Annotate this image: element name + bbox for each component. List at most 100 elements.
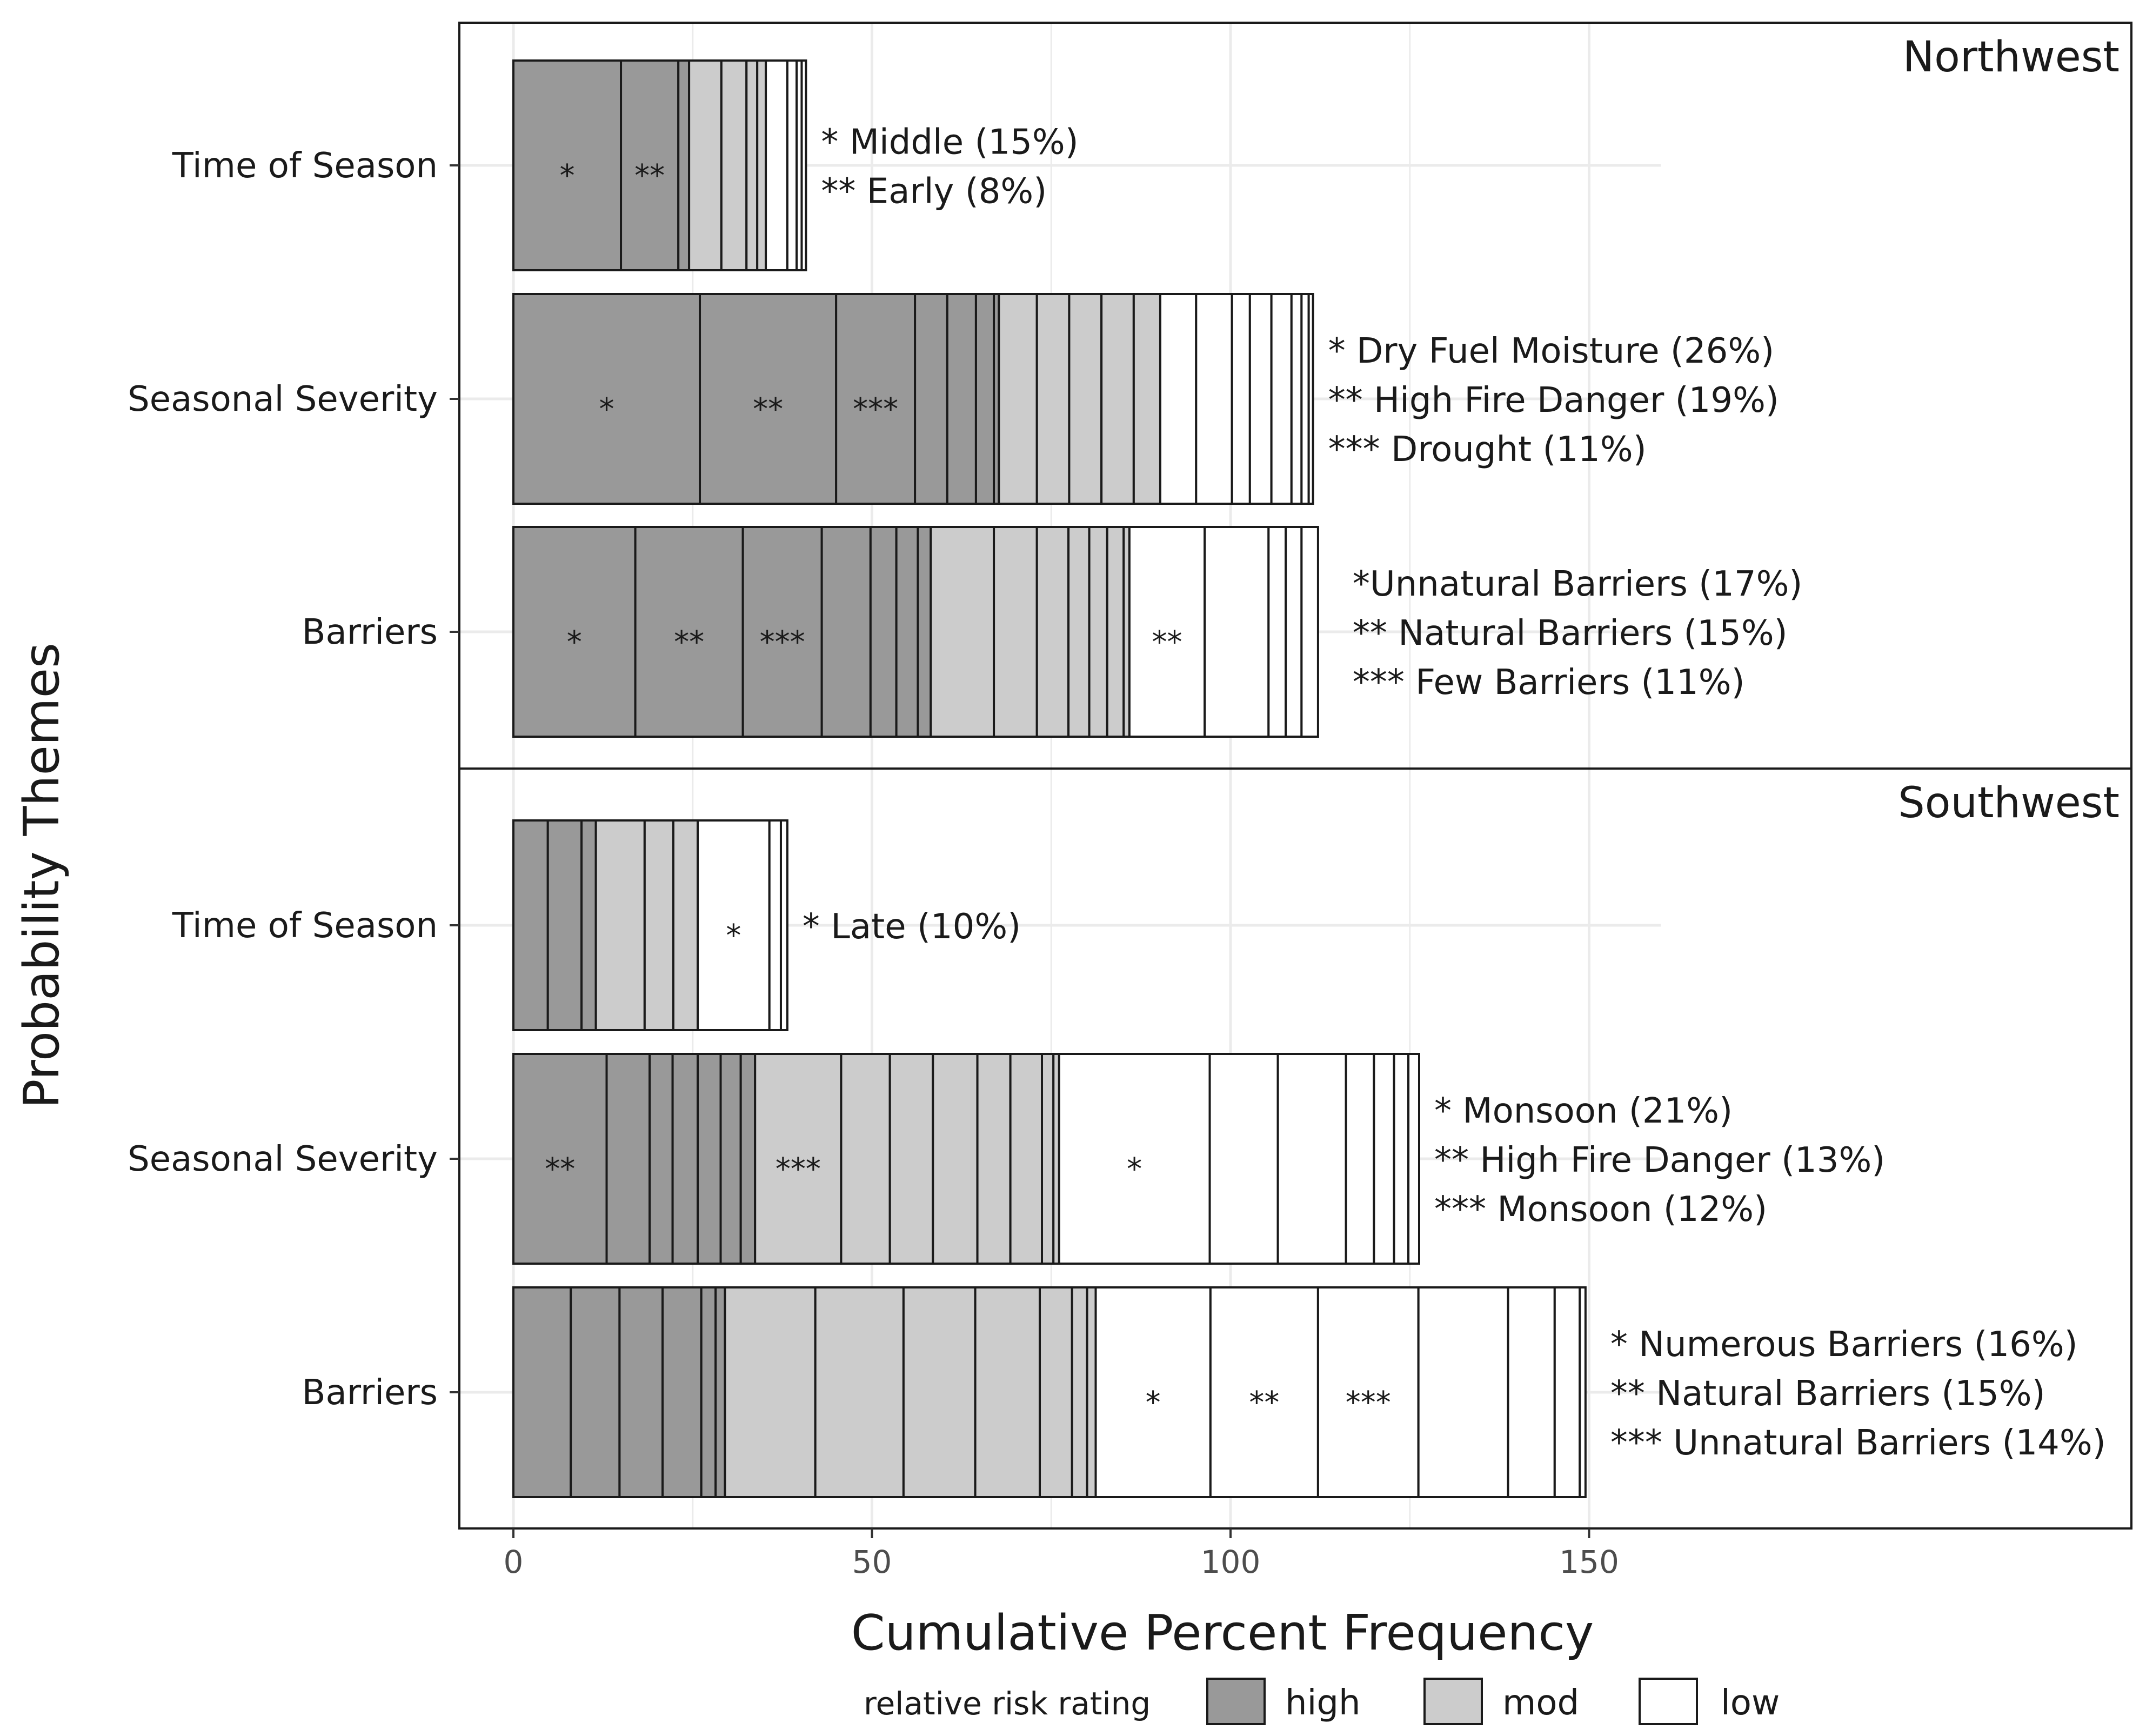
bar-segment-mod bbox=[1009, 1053, 1043, 1265]
bar-segment-low bbox=[1195, 293, 1233, 505]
bar-segment-mod bbox=[840, 1053, 891, 1265]
bar-segment-high bbox=[697, 1053, 722, 1265]
bar-annotation: ** High Fire Danger (19%) bbox=[1328, 380, 1779, 420]
bar-annotation: *Unnatural Barriers (17%) bbox=[1353, 564, 1802, 604]
bar-annotation: ** Early (8%) bbox=[821, 172, 1047, 212]
bar-segment-high bbox=[869, 526, 898, 738]
bar-segment-mod bbox=[1039, 1286, 1073, 1498]
bar-segment-mod bbox=[672, 819, 699, 1031]
legend-swatch-mod bbox=[1423, 1678, 1483, 1725]
bar-segment-mod bbox=[888, 1053, 934, 1265]
bar-segment-mod bbox=[1035, 293, 1071, 505]
bar-segment-mod bbox=[756, 59, 767, 271]
bar-segment-mod bbox=[974, 1286, 1041, 1498]
bar-segment-high bbox=[634, 526, 744, 738]
bar-segment-mod bbox=[1040, 1053, 1055, 1265]
bar-segment-low bbox=[1345, 1053, 1375, 1265]
bar-segment-high bbox=[895, 526, 919, 738]
x-tick-label: 50 bbox=[852, 1544, 892, 1580]
bar-segment-high bbox=[741, 526, 823, 738]
segment-mark: * bbox=[567, 625, 582, 660]
bar-segment-low bbox=[1307, 293, 1314, 505]
bar-segment-mod bbox=[814, 1286, 905, 1498]
bar-segment-mod bbox=[643, 819, 674, 1031]
legend: relative risk rating high mod low bbox=[864, 1678, 1780, 1725]
bar-segment-low bbox=[1300, 526, 1319, 738]
bar-annotation: ** Natural Barriers (15%) bbox=[1610, 1374, 2045, 1414]
bar-segment-low bbox=[786, 59, 798, 271]
bar-segment-low bbox=[1128, 526, 1206, 738]
bar-segment-low bbox=[1208, 1053, 1279, 1265]
segment-mark: *** bbox=[853, 392, 898, 427]
bar-segment-mod bbox=[902, 1286, 977, 1498]
bar-segment-high bbox=[512, 1053, 608, 1265]
bar-segment-high bbox=[512, 293, 701, 505]
bar-segment-mod bbox=[976, 1053, 1012, 1265]
bar-segment-low bbox=[1285, 526, 1303, 738]
bar-segment-mod bbox=[688, 59, 723, 271]
bar-segment-mod bbox=[724, 1286, 817, 1498]
bar-annotation: *** Few Barriers (11%) bbox=[1353, 663, 1745, 703]
legend-title: relative risk rating bbox=[864, 1685, 1151, 1722]
bar-segment-low bbox=[697, 819, 771, 1031]
segment-mark: ** bbox=[753, 392, 783, 427]
bar-segment-mod bbox=[754, 1053, 843, 1265]
panel-label: Southwest bbox=[1898, 779, 2120, 827]
bar-segment-high bbox=[835, 293, 917, 505]
bar-segment-mod bbox=[720, 59, 748, 271]
bar-annotation: * Late (10%) bbox=[803, 907, 1021, 947]
bar-segment-low bbox=[1209, 1286, 1319, 1498]
bar-segment-high bbox=[914, 293, 948, 505]
bar-segment-low bbox=[1248, 293, 1273, 505]
bar-segment-low bbox=[1159, 293, 1198, 505]
bar-segment-mod bbox=[1100, 293, 1135, 505]
y-tick-label: Seasonal Severity bbox=[128, 379, 438, 419]
bar-segment-low bbox=[1267, 526, 1287, 738]
bar-segment-mod bbox=[993, 526, 1038, 738]
legend-label-high: high bbox=[1285, 1683, 1361, 1723]
bar-segment-high bbox=[917, 526, 932, 738]
bar-segment-low bbox=[1393, 1053, 1410, 1265]
bar-segment-high bbox=[512, 59, 623, 271]
segment-mark: * bbox=[1127, 1152, 1142, 1187]
bar-annotation: * Monsoon (21%) bbox=[1434, 1091, 1733, 1131]
bar-segment-high bbox=[649, 1053, 674, 1265]
bar-segment-high bbox=[946, 293, 977, 505]
bar-annotation: * Numerous Barriers (16%) bbox=[1610, 1325, 2078, 1365]
bar-segment-low bbox=[1407, 1053, 1421, 1265]
bar-segment-high bbox=[661, 1286, 703, 1498]
bar-annotation: * Dry Fuel Moisture (26%) bbox=[1328, 331, 1775, 371]
bar-segment-mod bbox=[932, 1053, 979, 1265]
bar-segment-low bbox=[1276, 1053, 1347, 1265]
legend-swatch-low bbox=[1639, 1678, 1698, 1725]
segment-mark: * bbox=[726, 918, 741, 953]
bar-segment-low bbox=[768, 819, 782, 1031]
bar-segment-high bbox=[719, 1053, 742, 1265]
bar-segment-low bbox=[1507, 1286, 1556, 1498]
bar-segment-low bbox=[1058, 1053, 1211, 1265]
bar-annotation: *** Drought (11%) bbox=[1328, 430, 1647, 470]
bar-segment-mod bbox=[1035, 526, 1070, 738]
bar-annotation: ** Natural Barriers (15%) bbox=[1353, 613, 1788, 653]
bar-segment-mod bbox=[1071, 1286, 1088, 1498]
bar-segment-low bbox=[1204, 526, 1270, 738]
bar-layer bbox=[512, 59, 1587, 1498]
segment-mark: * bbox=[599, 392, 614, 427]
legend-label-mod: mod bbox=[1502, 1683, 1579, 1723]
y-tick-label: Time of Season bbox=[172, 146, 438, 186]
legend-swatch-high bbox=[1206, 1678, 1266, 1725]
bar-segment-high bbox=[671, 1053, 699, 1265]
bar-segment-high bbox=[620, 59, 680, 271]
bar-segment-high bbox=[714, 1286, 726, 1498]
panel-frames bbox=[450, 22, 2132, 1538]
bar-segment-high bbox=[739, 1053, 757, 1265]
y-axis-title: Probability Themes bbox=[14, 643, 70, 1109]
bar-segment-low bbox=[779, 819, 788, 1031]
bar-annotation: *** Monsoon (12%) bbox=[1434, 1190, 1767, 1230]
bar-segment-low bbox=[765, 59, 788, 271]
panel-label: Northwest bbox=[1903, 33, 2120, 82]
panel-frame bbox=[458, 767, 2132, 1530]
y-tick-label: Barriers bbox=[302, 1373, 438, 1413]
bar-segment-high bbox=[699, 293, 838, 505]
bar-segment-high bbox=[820, 526, 872, 738]
